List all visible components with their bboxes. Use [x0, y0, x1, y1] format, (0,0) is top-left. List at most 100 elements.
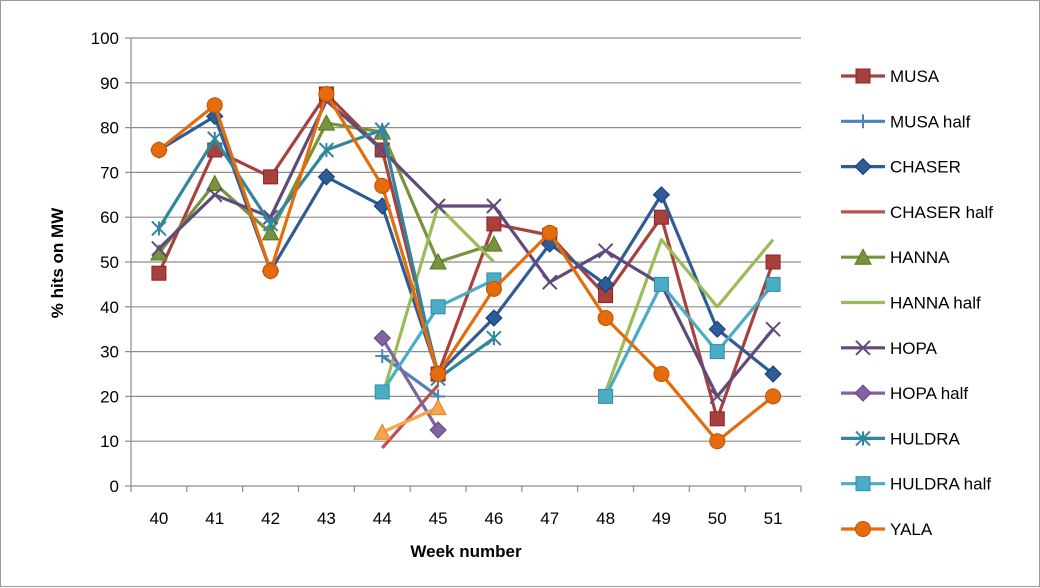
series-musa-point: [653, 209, 669, 225]
x-tick-label: 50: [708, 509, 727, 528]
series-unlabeled-11-point: [373, 423, 392, 440]
legend-label: HOPA: [890, 339, 938, 358]
y-tick-label: 10: [100, 432, 119, 451]
x-tick-label: 47: [540, 509, 559, 528]
series-chaser: [150, 107, 782, 383]
series-hopa-point: [542, 274, 558, 290]
series-musa-point: [151, 265, 167, 281]
series-huldra-point: [262, 216, 279, 232]
axes: [125, 37, 802, 492]
series-musa-point: [263, 169, 279, 185]
series-yala-point: [765, 388, 782, 405]
legend-label: HOPA half: [890, 384, 968, 403]
series-yala-point: [653, 366, 670, 382]
series-hopa-point: [765, 321, 781, 337]
series-hopa-point: [207, 187, 223, 203]
series-huldra-point: [374, 122, 390, 138]
legend-item-chaser: CHASER: [841, 158, 961, 177]
series-huldra-half: [374, 272, 781, 404]
series-hanna-point: [205, 174, 224, 192]
gridlines: [131, 37, 801, 442]
series-chaser-point: [764, 365, 782, 383]
series-hopa-point: [486, 198, 502, 214]
legend-swatch-marker: [855, 476, 871, 492]
series-hanna-point: [429, 252, 447, 270]
series-hopa-half-point: [429, 421, 447, 439]
legend-item-musa-half: MUSA half: [841, 112, 971, 131]
legend-swatch-marker: [855, 430, 871, 447]
legend-label: HULDRA half: [890, 475, 991, 494]
series-huldra-half-point: [430, 299, 446, 315]
legend-item-hanna: HANNA: [841, 248, 950, 267]
series-chaser-point: [596, 275, 615, 294]
y-tick-label: 20: [100, 387, 119, 406]
series-chaser-point: [708, 320, 726, 338]
series-chaser-point: [317, 168, 336, 186]
series-unlabeled-11-line: [381, 406, 439, 434]
legend-swatch-marker: [855, 340, 871, 356]
series-hanna: [150, 114, 503, 270]
legend-item-chaser-half: CHASER half: [841, 203, 993, 222]
y-tick-label: 30: [100, 343, 119, 362]
series-hanna-point: [485, 235, 503, 252]
y-tick-label: 40: [100, 298, 119, 317]
y-tick-label: 90: [100, 74, 119, 93]
x-tick-label: 42: [261, 509, 280, 528]
series-hopa-point: [709, 388, 725, 405]
series-huldra-point: [486, 330, 502, 346]
series-musa-point: [709, 411, 725, 427]
legend-label: MUSA: [890, 67, 940, 86]
legend-label: CHASER half: [890, 203, 993, 222]
series-huldra-line: [157, 128, 495, 381]
legend-swatch-marker: [855, 68, 871, 84]
series-hopa-point: [151, 240, 167, 257]
series-hopa-half-line: [380, 337, 440, 431]
legend-label: MUSA half: [890, 112, 971, 131]
series-hanna-point: [261, 223, 280, 241]
series-hopa-half-point: [373, 329, 391, 347]
series-yala-point: [374, 177, 391, 194]
x-tick-label: 45: [429, 509, 448, 528]
series-unlabeled-11-point: [429, 398, 447, 416]
y-tick-label: 60: [100, 208, 119, 227]
legend-item-hopa: HOPA: [841, 339, 938, 358]
series-hanna-point: [317, 114, 336, 131]
legend-swatch-marker: [855, 521, 871, 537]
series-huldra-point: [318, 142, 335, 158]
series-chaser-point: [652, 186, 671, 204]
series-yala-point: [541, 224, 558, 241]
series-huldra-half-point: [598, 388, 614, 404]
legend-swatch-marker: [856, 114, 870, 129]
y-tick-label: 70: [100, 163, 119, 182]
x-tick-label: 48: [596, 509, 615, 528]
series-yala-point: [318, 86, 335, 102]
series-yala-line: [157, 92, 775, 443]
legend-item-hanna-half: HANNA half: [841, 294, 981, 313]
series-huldra-half-point: [709, 344, 725, 360]
legend-item-yala: YALA: [841, 520, 933, 539]
x-tick-label: 51: [764, 509, 783, 528]
series-huldra-point: [207, 131, 223, 147]
series-yala: [150, 86, 782, 450]
y-tick-label: 100: [91, 29, 119, 48]
series-unlabeled-11: [373, 398, 447, 440]
x-tick-label: 44: [373, 509, 392, 528]
x-tick-label: 49: [652, 509, 671, 528]
series-huldra-half-point: [653, 276, 669, 292]
series-huldra-half-point: [374, 384, 390, 400]
series-huldra-point: [151, 220, 167, 237]
series-musa-point: [765, 254, 781, 270]
legend-swatch-marker: [854, 248, 872, 265]
legend-item-musa: MUSA: [841, 67, 940, 86]
legend-label: HANNA half: [890, 294, 981, 313]
y-tick-label: 0: [110, 477, 119, 496]
series-musa-point: [486, 216, 502, 232]
series-musa-line: [157, 92, 775, 421]
series-chaser-line: [158, 114, 775, 376]
x-tick-label: 46: [484, 509, 503, 528]
x-axis-title: Week number: [410, 542, 522, 561]
series-yala-point: [262, 262, 279, 279]
x-tick-label: 41: [205, 509, 224, 528]
legend-swatch-marker: [854, 384, 872, 402]
